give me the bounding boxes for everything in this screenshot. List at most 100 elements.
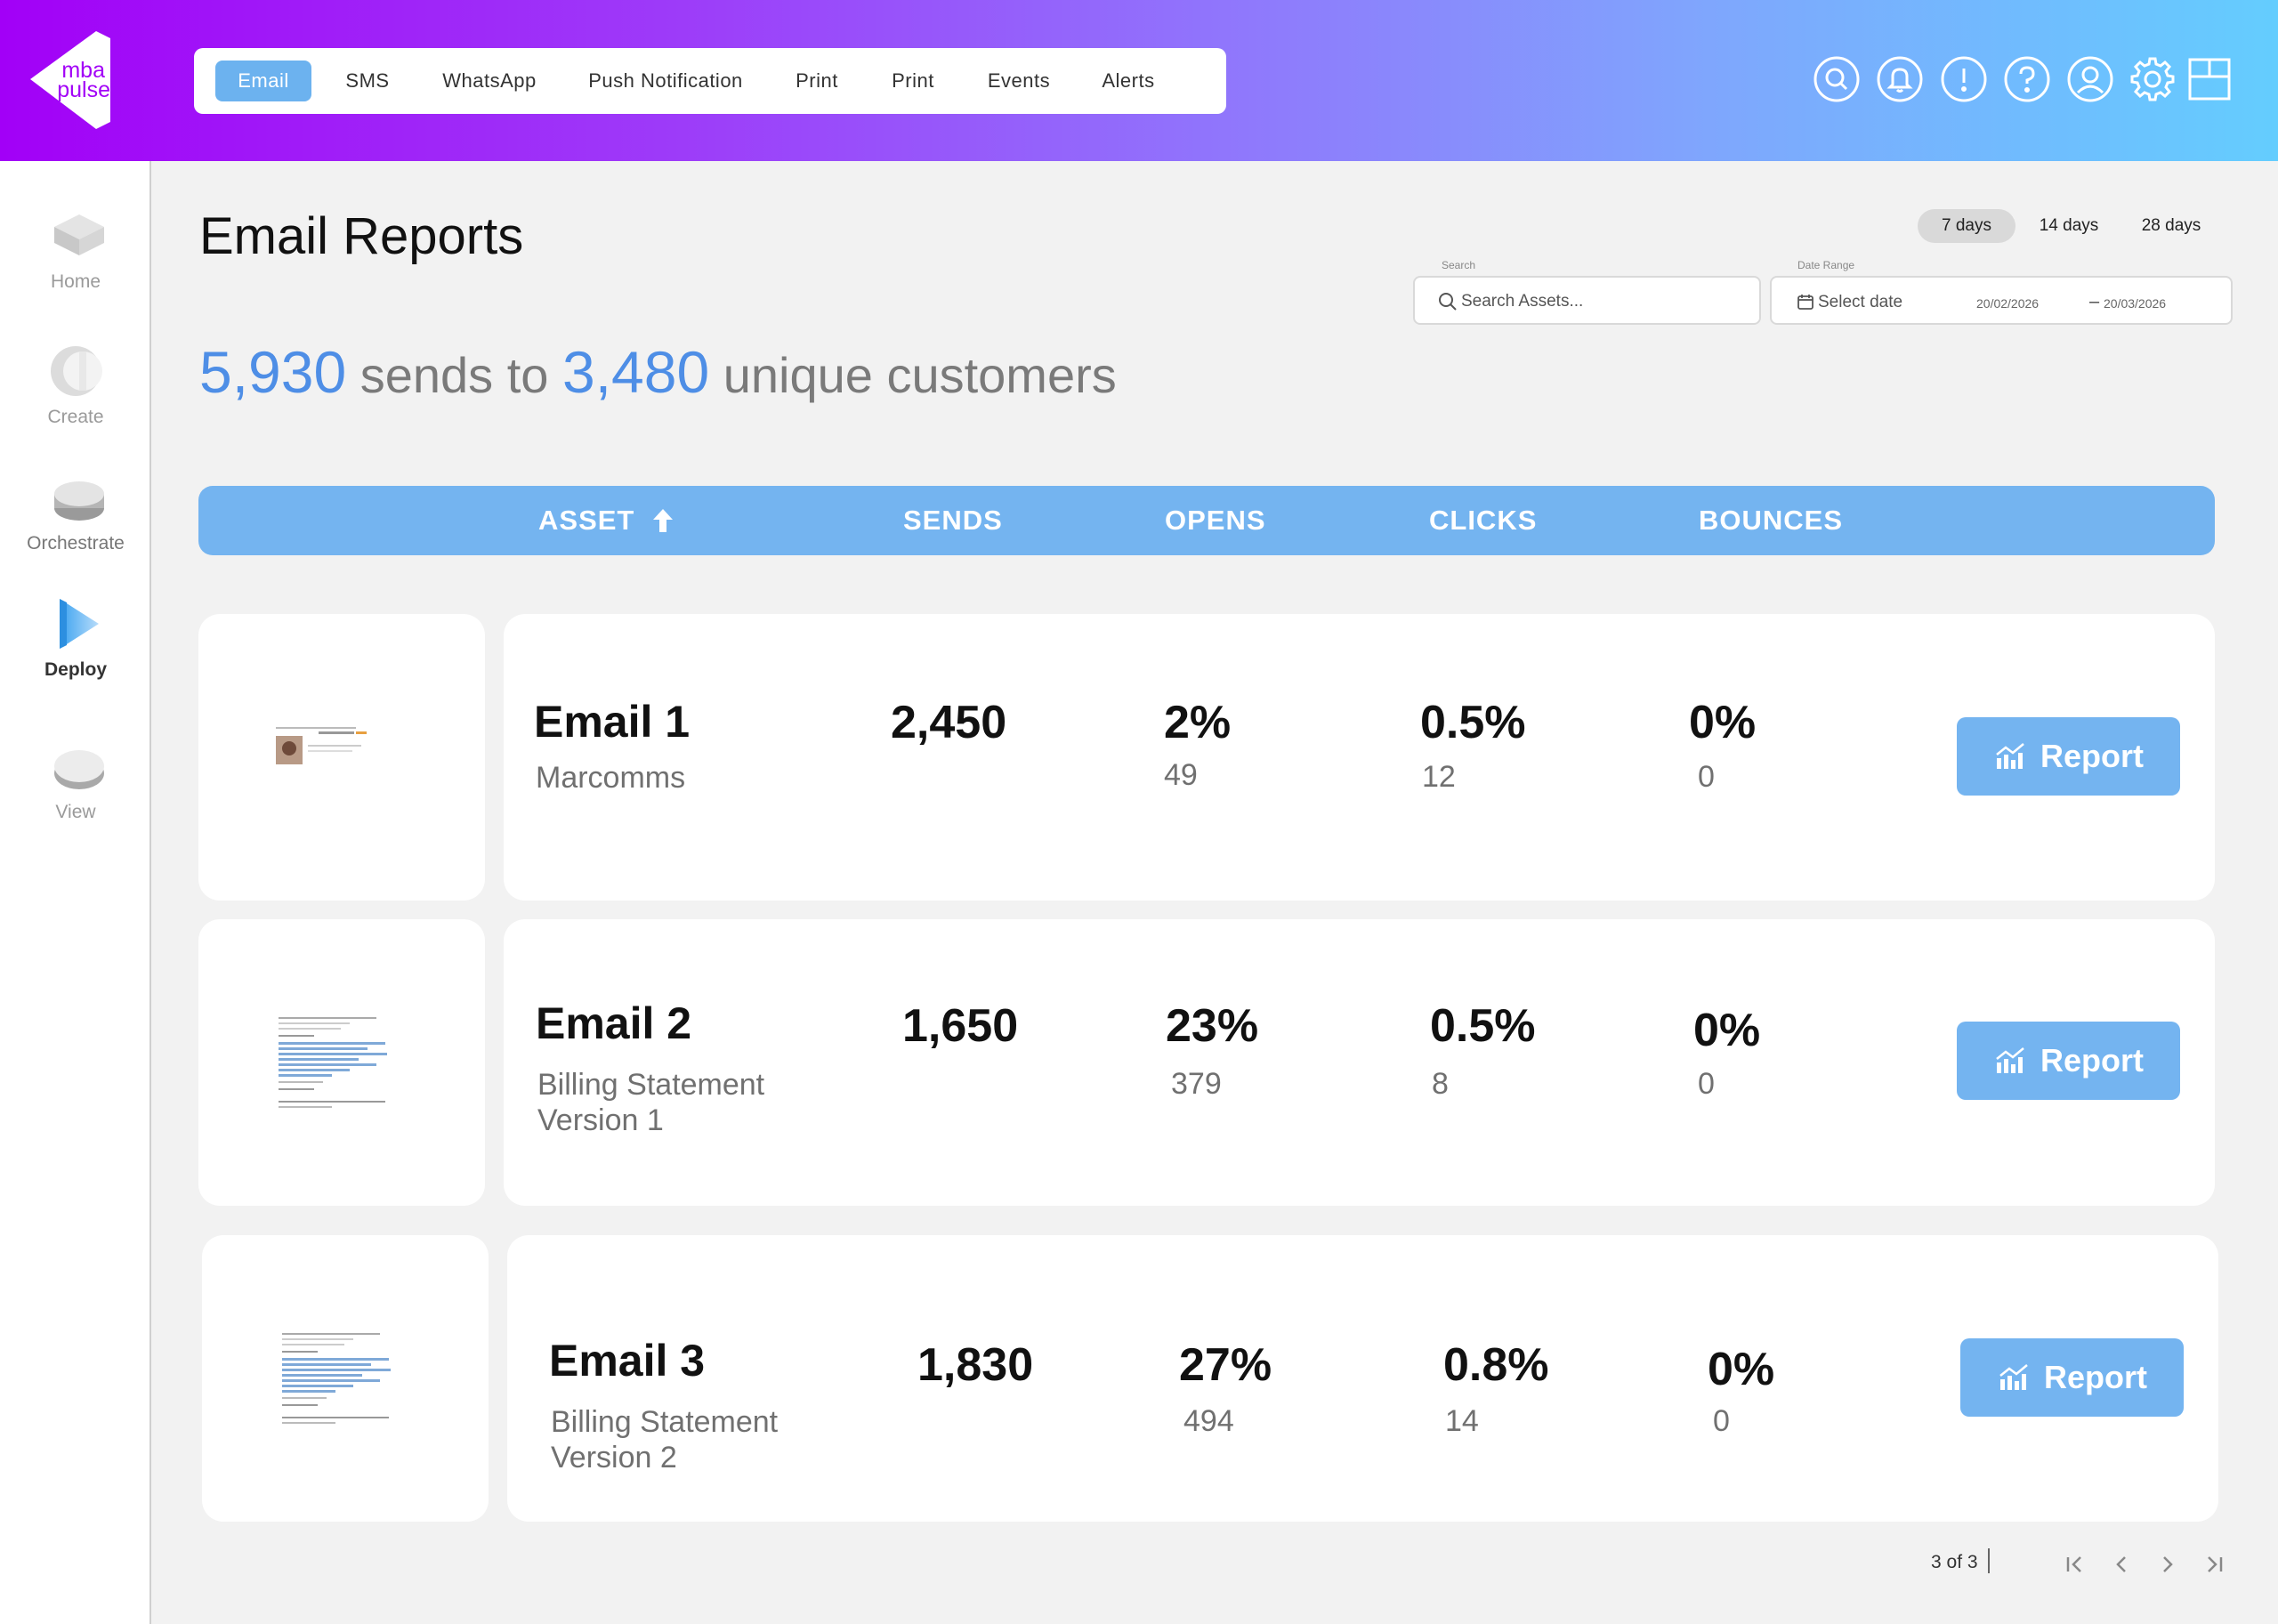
sidebar-label-orchestrate: Orchestrate — [27, 533, 125, 553]
bounces-percent: 0% — [1693, 1005, 1761, 1056]
mba-pulse-logo[interactable]: mba pulse — [25, 29, 118, 132]
asset-name[interactable]: Email 2 — [536, 998, 692, 1048]
search-label: Search — [1442, 259, 1476, 271]
range-28-days[interactable]: 28 days — [2141, 216, 2201, 235]
opens-percent: 27% — [1179, 1339, 1272, 1391]
create-icon — [51, 346, 102, 396]
search-icon — [1439, 293, 1457, 311]
view-icon — [54, 750, 104, 789]
bounces-percent: 0% — [1689, 697, 1757, 748]
clicks-percent: 0.8% — [1443, 1339, 1549, 1391]
column-sends[interactable]: SENDS — [903, 505, 1003, 536]
table-row: Email 2 Billing Statement Version 1 1,65… — [504, 919, 2215, 1206]
opens-count: 379 — [1171, 1067, 1222, 1101]
layout-icon[interactable] — [2185, 55, 2234, 103]
tab-sms[interactable]: SMS — [345, 69, 390, 92]
sidebar-label-home: Home — [50, 271, 101, 292]
column-bounces[interactable]: BOUNCES — [1699, 505, 1844, 536]
asset-category: Marcomms — [536, 761, 686, 795]
bell-icon[interactable] — [1876, 55, 1924, 103]
report-button-label: Report — [2040, 1042, 2144, 1079]
email-preview-image — [276, 727, 367, 764]
date-range-picker[interactable]: Select date 20/02/2026 – 20/03/2026 — [1770, 276, 2233, 325]
range-14-days[interactable]: 14 days — [2039, 216, 2099, 235]
first-page-icon[interactable] — [2061, 1550, 2089, 1579]
date-end[interactable]: 20/03/2026 — [2104, 296, 2167, 311]
report-button[interactable]: Report — [1960, 1338, 2184, 1417]
opens-percent: 23% — [1166, 1000, 1259, 1052]
logo-text-top: mba — [61, 58, 105, 83]
table-header: ASSET SENDS OPENS CLICKS BOUNCES — [198, 486, 2215, 555]
table-row: Email 3 Billing Statement Version 2 1,83… — [507, 1235, 2218, 1522]
search-input[interactable] — [1461, 288, 1746, 315]
summary-text-mid: sends to — [359, 347, 549, 403]
chart-icon — [1996, 743, 2024, 769]
bounces-percent: 0% — [1708, 1344, 1775, 1395]
prev-page-icon[interactable] — [2107, 1550, 2136, 1579]
tab-print[interactable]: Print — [796, 69, 838, 92]
email-thumbnail[interactable] — [202, 1235, 489, 1522]
report-button[interactable]: Report — [1957, 1022, 2180, 1100]
clicks-count: 8 — [1432, 1067, 1449, 1101]
sends-value: 1,650 — [902, 1000, 1019, 1052]
clicks-count: 12 — [1422, 760, 1456, 794]
column-clicks[interactable]: CLICKS — [1429, 505, 1538, 536]
sends-value: 1,830 — [917, 1339, 1034, 1391]
tab-email[interactable]: Email — [215, 61, 311, 101]
sidebar-item-orchestrate[interactable]: Orchestrate — [0, 462, 151, 554]
help-icon[interactable] — [2003, 55, 2051, 103]
user-icon[interactable] — [2066, 55, 2114, 103]
opens-percent: 2% — [1164, 697, 1232, 748]
asset-name[interactable]: Email 1 — [534, 697, 691, 747]
tab-whatsapp[interactable]: WhatsApp — [442, 69, 537, 92]
opens-count: 49 — [1164, 758, 1198, 792]
calendar-icon — [1797, 295, 1814, 310]
pager-divider — [1988, 1548, 1990, 1573]
date-placeholder: Select date — [1818, 293, 1903, 311]
next-page-icon[interactable] — [2153, 1550, 2182, 1579]
tab-alerts[interactable]: Alerts — [1102, 69, 1155, 92]
tab-events[interactable]: Events — [987, 69, 1051, 92]
sidebar-item-home[interactable]: Home — [0, 200, 151, 293]
sends-value: 2,450 — [891, 697, 1007, 748]
logo-text-bottom: pulse — [57, 77, 110, 102]
column-asset[interactable]: ASSET — [538, 486, 673, 555]
sidebar-label-deploy: Deploy — [44, 659, 107, 680]
email-thumbnail[interactable] — [198, 919, 485, 1206]
chart-icon — [1996, 1047, 2024, 1073]
range-7-days[interactable]: 7 days — [1918, 209, 2015, 243]
clicks-percent: 0.5% — [1430, 1000, 1536, 1052]
bounces-count: 0 — [1698, 760, 1715, 794]
column-opens[interactable]: OPENS — [1165, 505, 1266, 536]
channel-tabs: Email SMS WhatsApp Push Notification Pri… — [194, 48, 1226, 114]
chart-icon — [1999, 1364, 2028, 1390]
date-dash: – — [2089, 292, 2100, 311]
range-toggle: 7 days 14 days 28 days — [1918, 209, 2220, 243]
sidebar-item-view[interactable]: View — [0, 731, 151, 823]
tab-push-notification[interactable]: Push Notification — [588, 69, 743, 92]
email-preview-image — [282, 1333, 391, 1424]
gear-icon[interactable] — [2129, 55, 2177, 103]
opens-count: 494 — [1183, 1404, 1234, 1438]
tab-print-2[interactable]: Print — [892, 69, 934, 92]
table-row: Email 1 Marcomms 2,450 2% 49 0.5% 12 0% … — [504, 614, 2215, 901]
date-start[interactable]: 20/02/2026 — [1976, 296, 2040, 311]
unique-customers: 3,480 — [562, 339, 710, 405]
search-field[interactable] — [1413, 276, 1761, 325]
report-button-label: Report — [2044, 1359, 2147, 1395]
asset-name[interactable]: Email 3 — [549, 1336, 706, 1386]
bounces-count: 0 — [1698, 1067, 1715, 1101]
date-range-label: Date Range — [1797, 259, 1855, 271]
sidebar-label-create: Create — [47, 407, 104, 427]
orchestrate-icon — [54, 481, 104, 521]
sidebar-item-deploy[interactable]: Deploy — [0, 588, 151, 681]
top-bar: mba pulse Email SMS WhatsApp Push Notifi… — [0, 0, 2278, 161]
last-page-icon[interactable] — [2200, 1550, 2228, 1579]
sidebar: Home Create Orchestrate Deploy View — [0, 161, 151, 1624]
email-thumbnail[interactable] — [198, 614, 485, 901]
report-button[interactable]: Report — [1957, 717, 2180, 796]
sidebar-item-create[interactable]: Create — [0, 335, 151, 428]
search-icon[interactable] — [1813, 55, 1861, 103]
bounces-count: 0 — [1713, 1404, 1730, 1438]
alert-icon[interactable] — [1940, 55, 1988, 103]
